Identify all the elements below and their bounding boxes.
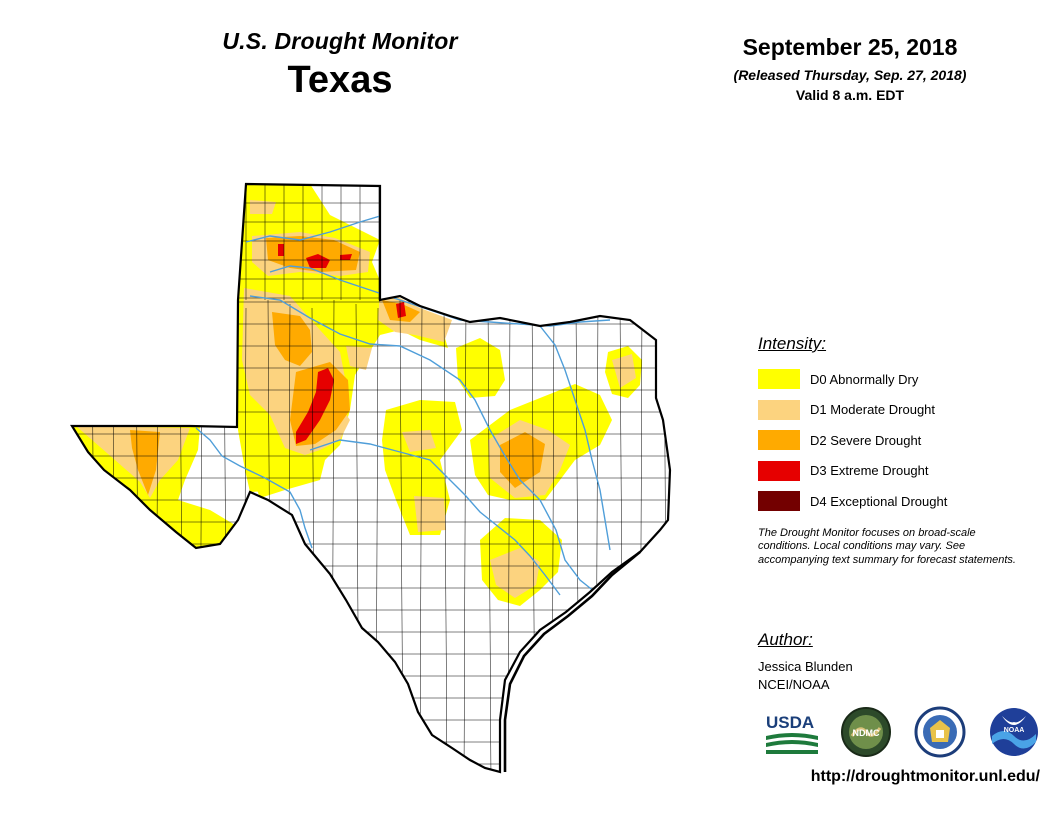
legend-label-d1: D1 Moderate Drought [810,402,936,418]
legend-label-d2: D2 Severe Drought [810,432,922,448]
swatch-d1 [758,399,800,420]
legend-label-d3: D3 Extreme Drought [810,463,929,479]
noaa-logo: NOAA [990,708,1038,756]
river-trinity [539,325,611,551]
drought-areas [72,184,642,606]
usda-logo-text: USDA [766,713,814,732]
release-date: (Released Thursday, Sep. 27, 2018) [733,67,967,83]
legend-label-d0: D0 Abnormally Dry [810,371,919,387]
monitor-title: U.S. Drought Monitor [222,28,458,54]
date-block: September 25, 2018 (Released Thursday, S… [690,34,1010,103]
legend-item-d1: D1 Moderate Drought [758,395,1038,426]
d3-areas [278,244,406,444]
website-url[interactable]: http://droughtmonitor.unl.edu/ [810,768,1040,785]
river-canadian [245,215,381,243]
ndmc-logo-text: NDMC [853,728,880,738]
noaa-logo-text: NOAA [1004,727,1025,734]
ndmc-logo: NDMC [841,707,891,757]
state-title: Texas [287,59,393,101]
swatch-d4 [758,491,800,512]
swatch-d0 [758,369,800,390]
swatch-d2 [758,430,800,451]
intensity-legend: Intensity: D0 Abnormally Dry D1 Moderate… [758,334,1038,567]
texas-outline [70,182,672,774]
legend-item-d2: D2 Severe Drought [758,425,1038,456]
author-heading: Author: [758,630,813,649]
swatch-d3 [758,460,800,481]
author-org: NCEI/NOAA [758,677,830,692]
gulf-coast-barrier [503,550,641,772]
legend-item-d3: D3 Extreme Drought [758,456,1038,487]
legend-item-d0: D0 Abnormally Dry [758,364,1038,395]
usda-logo: USDA [766,713,818,754]
doc-seal-logo [914,706,966,758]
river-brazos [249,295,596,593]
author-name: Jessica Blunden [758,659,853,674]
legend-label-d4: D4 Exceptional Drought [810,493,948,509]
map-date: September 25, 2018 [742,34,958,60]
legend-heading: Intensity: [758,334,827,353]
legend-note: The Drought Monitor focuses on broad-sca… [758,526,1016,566]
agency-logos: USDA NDMC NOAA [764,706,1044,762]
legend-item-d4: D4 Exceptional Drought [758,486,1038,517]
title-block: U.S. Drought Monitor Texas [160,28,520,102]
river-colorado [309,439,561,596]
valid-time: Valid 8 a.m. EDT [795,87,905,103]
author-block: Author: Jessica Blunden NCEI/NOAA [758,630,1038,694]
river-rio-grande [195,427,313,549]
rivers [195,215,611,596]
